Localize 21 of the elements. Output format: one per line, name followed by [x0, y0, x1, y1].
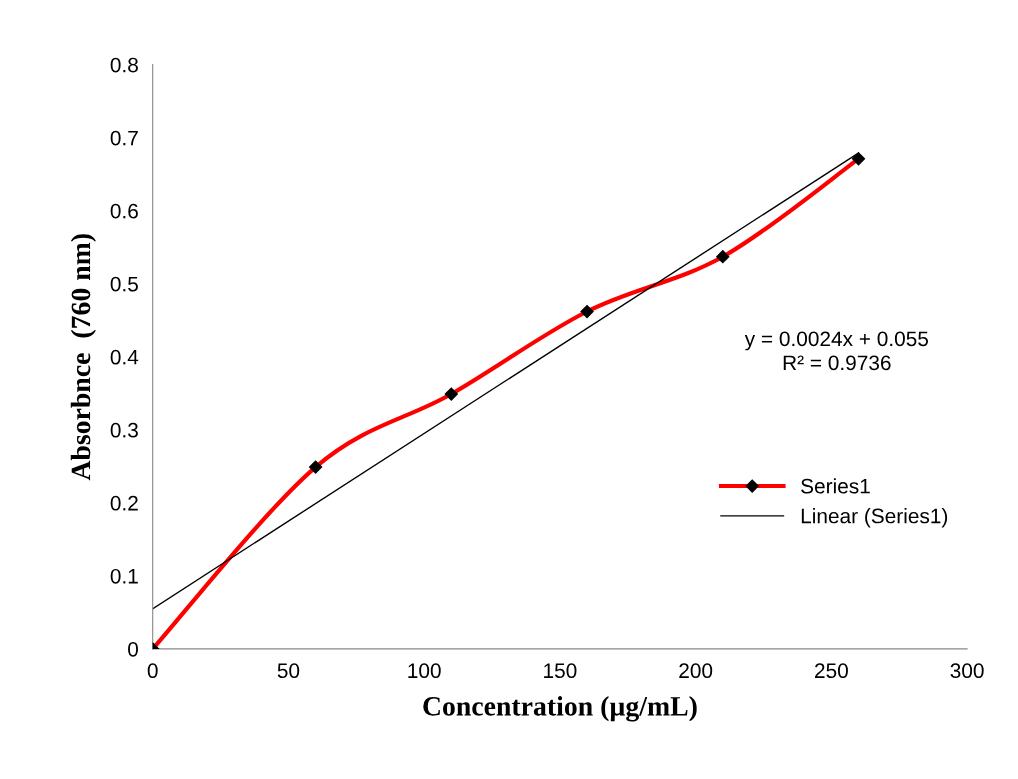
y-tick-label: 0.6 [110, 203, 138, 219]
x-tick-label: 150 [544, 663, 577, 679]
x-tick-label: 50 [277, 663, 300, 679]
y-tick-label: 0.1 [110, 568, 138, 584]
y-tick-label: 0.5 [110, 276, 138, 292]
x-tick-label: 100 [408, 663, 441, 679]
x-tick-label: 200 [679, 663, 713, 679]
x-tick-label: 250 [815, 663, 848, 679]
annotation: y = 0.0024x + 0.055 R² = 0.9736 [744, 331, 929, 371]
legend-label: Linear (Series1) [801, 508, 948, 528]
y-tick-label: 0 [128, 641, 138, 657]
y-axis-title: Absorbnce (760 nm) [70, 234, 96, 481]
y-tick-label: 0.4 [110, 349, 139, 365]
y-tick-label: 0.3 [110, 422, 138, 438]
y-tick-label: 0.8 [110, 57, 138, 73]
x-axis-title: Concentration (µg/mL) [423, 696, 697, 722]
x-tick-label: 0 [147, 663, 158, 679]
x-tick-label: 300 [950, 663, 984, 679]
legend-label: Series1 [801, 478, 870, 494]
y-tick-label: 0.7 [110, 130, 138, 146]
y-tick-label: 0.2 [110, 495, 138, 511]
